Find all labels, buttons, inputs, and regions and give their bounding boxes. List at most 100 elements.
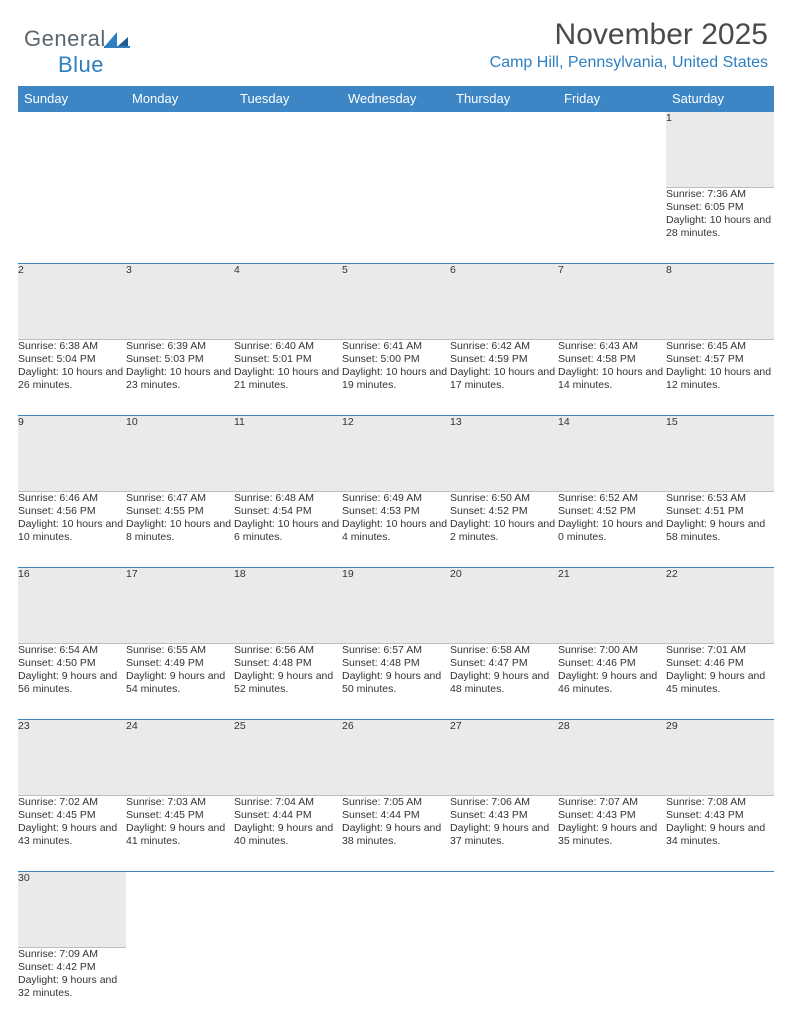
daynum-row: 2345678 xyxy=(18,264,774,340)
sunrise-text: Sunrise: 7:05 AM xyxy=(342,796,450,809)
daylight-text: Daylight: 9 hours and 38 minutes. xyxy=(342,822,450,848)
day-content-cell: Sunrise: 7:02 AMSunset: 4:45 PMDaylight:… xyxy=(18,796,126,872)
month-title: November 2025 xyxy=(490,18,768,52)
day-content-cell xyxy=(126,188,234,264)
day-header: Wednesday xyxy=(342,86,450,112)
day-number-cell: 2 xyxy=(18,264,126,340)
day-number-cell: 21 xyxy=(558,568,666,644)
daynum-row: 9101112131415 xyxy=(18,416,774,492)
day-number-cell: 27 xyxy=(450,720,558,796)
day-number-cell: 6 xyxy=(450,264,558,340)
daylight-text: Daylight: 10 hours and 28 minutes. xyxy=(666,214,774,240)
day-content-cell xyxy=(342,948,450,1024)
day-number-cell: 29 xyxy=(666,720,774,796)
daynum-row: 16171819202122 xyxy=(18,568,774,644)
sail-icon xyxy=(104,31,130,49)
day-number-cell: 15 xyxy=(666,416,774,492)
day-number-cell xyxy=(558,112,666,188)
brand-logo: General Blue xyxy=(24,26,130,78)
day-content-cell xyxy=(234,948,342,1024)
sunset-text: Sunset: 4:45 PM xyxy=(126,809,234,822)
sunrise-text: Sunrise: 6:40 AM xyxy=(234,340,342,353)
day-header: Saturday xyxy=(666,86,774,112)
daylight-text: Daylight: 10 hours and 26 minutes. xyxy=(18,366,126,392)
sunrise-text: Sunrise: 7:07 AM xyxy=(558,796,666,809)
day-number-cell xyxy=(126,112,234,188)
day-content-cell: Sunrise: 6:46 AMSunset: 4:56 PMDaylight:… xyxy=(18,492,126,568)
day-content-cell: Sunrise: 6:47 AMSunset: 4:55 PMDaylight:… xyxy=(126,492,234,568)
sunrise-text: Sunrise: 6:47 AM xyxy=(126,492,234,505)
day-content-cell xyxy=(126,948,234,1024)
sunrise-text: Sunrise: 6:53 AM xyxy=(666,492,774,505)
day-content-cell: Sunrise: 6:54 AMSunset: 4:50 PMDaylight:… xyxy=(18,644,126,720)
day-content-cell: Sunrise: 7:36 AMSunset: 6:05 PMDaylight:… xyxy=(666,188,774,264)
sunset-text: Sunset: 4:49 PM xyxy=(126,657,234,670)
day-content-cell: Sunrise: 6:53 AMSunset: 4:51 PMDaylight:… xyxy=(666,492,774,568)
daylight-text: Daylight: 9 hours and 50 minutes. xyxy=(342,670,450,696)
daylight-text: Daylight: 9 hours and 40 minutes. xyxy=(234,822,342,848)
sunrise-text: Sunrise: 7:02 AM xyxy=(18,796,126,809)
daylight-text: Daylight: 10 hours and 14 minutes. xyxy=(558,366,666,392)
day-content-cell xyxy=(666,948,774,1024)
day-content-cell: Sunrise: 6:42 AMSunset: 4:59 PMDaylight:… xyxy=(450,340,558,416)
day-header: Friday xyxy=(558,86,666,112)
sunset-text: Sunset: 4:44 PM xyxy=(342,809,450,822)
sunrise-text: Sunrise: 6:56 AM xyxy=(234,644,342,657)
day-content-cell: Sunrise: 6:43 AMSunset: 4:58 PMDaylight:… xyxy=(558,340,666,416)
sunrise-text: Sunrise: 7:36 AM xyxy=(666,188,774,201)
sunrise-text: Sunrise: 6:48 AM xyxy=(234,492,342,505)
sunset-text: Sunset: 4:53 PM xyxy=(342,505,450,518)
content-row: Sunrise: 7:36 AMSunset: 6:05 PMDaylight:… xyxy=(18,188,774,264)
title-block: November 2025 Camp Hill, Pennsylvania, U… xyxy=(490,18,768,72)
day-number-cell: 13 xyxy=(450,416,558,492)
day-content-cell: Sunrise: 6:41 AMSunset: 5:00 PMDaylight:… xyxy=(342,340,450,416)
day-content-cell: Sunrise: 6:48 AMSunset: 4:54 PMDaylight:… xyxy=(234,492,342,568)
day-number-cell: 24 xyxy=(126,720,234,796)
day-content-cell: Sunrise: 6:58 AMSunset: 4:47 PMDaylight:… xyxy=(450,644,558,720)
day-number-cell xyxy=(18,112,126,188)
header: General Blue November 2025 Camp Hill, Pe… xyxy=(18,18,774,82)
sunrise-text: Sunrise: 6:45 AM xyxy=(666,340,774,353)
day-number-cell xyxy=(342,112,450,188)
sunrise-text: Sunrise: 7:01 AM xyxy=(666,644,774,657)
day-header-row: SundayMondayTuesdayWednesdayThursdayFrid… xyxy=(18,86,774,112)
day-content-cell: Sunrise: 6:38 AMSunset: 5:04 PMDaylight:… xyxy=(18,340,126,416)
day-content-cell: Sunrise: 7:00 AMSunset: 4:46 PMDaylight:… xyxy=(558,644,666,720)
sunrise-text: Sunrise: 7:08 AM xyxy=(666,796,774,809)
daylight-text: Daylight: 9 hours and 56 minutes. xyxy=(18,670,126,696)
daylight-text: Daylight: 9 hours and 58 minutes. xyxy=(666,518,774,544)
day-number-cell: 16 xyxy=(18,568,126,644)
day-header: Tuesday xyxy=(234,86,342,112)
sunrise-text: Sunrise: 7:06 AM xyxy=(450,796,558,809)
day-number-cell xyxy=(558,872,666,948)
daylight-text: Daylight: 9 hours and 45 minutes. xyxy=(666,670,774,696)
daynum-row: 23242526272829 xyxy=(18,720,774,796)
daylight-text: Daylight: 10 hours and 2 minutes. xyxy=(450,518,558,544)
content-row: Sunrise: 6:46 AMSunset: 4:56 PMDaylight:… xyxy=(18,492,774,568)
day-content-cell: Sunrise: 6:50 AMSunset: 4:52 PMDaylight:… xyxy=(450,492,558,568)
daylight-text: Daylight: 10 hours and 21 minutes. xyxy=(234,366,342,392)
day-number-cell: 18 xyxy=(234,568,342,644)
day-content-cell: Sunrise: 7:01 AMSunset: 4:46 PMDaylight:… xyxy=(666,644,774,720)
day-content-cell: Sunrise: 6:55 AMSunset: 4:49 PMDaylight:… xyxy=(126,644,234,720)
sunset-text: Sunset: 5:04 PM xyxy=(18,353,126,366)
sunrise-text: Sunrise: 7:09 AM xyxy=(18,948,126,961)
sunset-text: Sunset: 4:43 PM xyxy=(450,809,558,822)
day-content-cell xyxy=(450,948,558,1024)
daylight-text: Daylight: 9 hours and 41 minutes. xyxy=(126,822,234,848)
daylight-text: Daylight: 10 hours and 6 minutes. xyxy=(234,518,342,544)
day-content-cell xyxy=(558,188,666,264)
sunrise-text: Sunrise: 6:57 AM xyxy=(342,644,450,657)
day-number-cell: 1 xyxy=(666,112,774,188)
daylight-text: Daylight: 9 hours and 35 minutes. xyxy=(558,822,666,848)
day-header: Monday xyxy=(126,86,234,112)
content-row: Sunrise: 7:09 AMSunset: 4:42 PMDaylight:… xyxy=(18,948,774,1024)
daylight-text: Daylight: 10 hours and 8 minutes. xyxy=(126,518,234,544)
day-content-cell: Sunrise: 6:57 AMSunset: 4:48 PMDaylight:… xyxy=(342,644,450,720)
sunset-text: Sunset: 4:46 PM xyxy=(558,657,666,670)
day-content-cell: Sunrise: 6:56 AMSunset: 4:48 PMDaylight:… xyxy=(234,644,342,720)
day-number-cell: 19 xyxy=(342,568,450,644)
sunrise-text: Sunrise: 7:00 AM xyxy=(558,644,666,657)
day-number-cell: 22 xyxy=(666,568,774,644)
content-row: Sunrise: 6:38 AMSunset: 5:04 PMDaylight:… xyxy=(18,340,774,416)
